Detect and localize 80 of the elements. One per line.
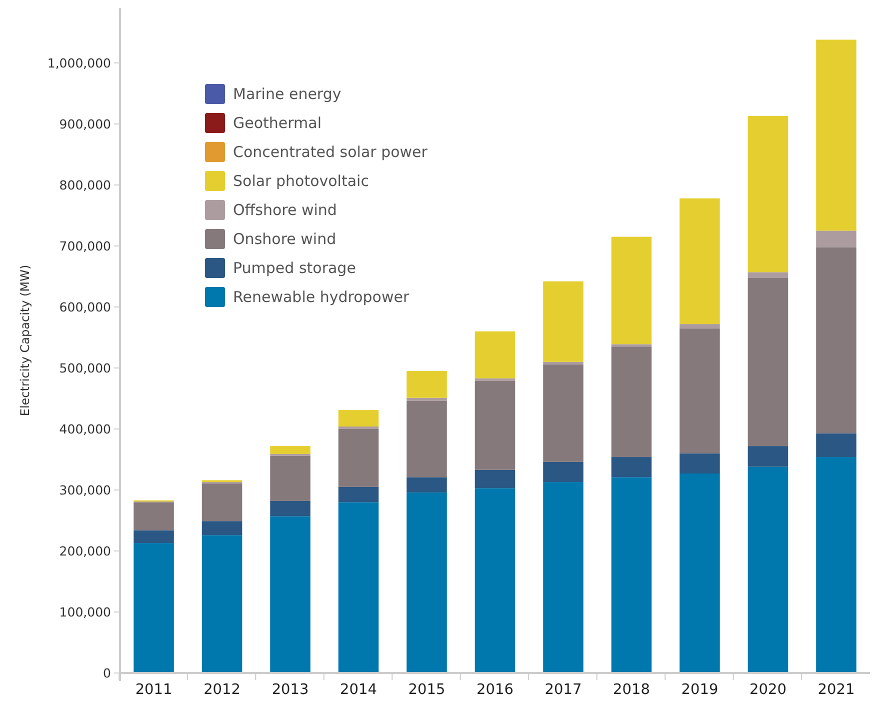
bar (611, 346, 652, 458)
bar (816, 40, 856, 231)
bar (406, 400, 447, 478)
bar (680, 474, 720, 673)
bar (406, 371, 447, 398)
y-tick-label: 700,000 (59, 238, 112, 254)
x-tick-label: 2017 (544, 682, 582, 698)
legend-label: Concentrated solar power (233, 143, 428, 161)
bar (134, 543, 174, 673)
x-tick-label: 2021 (818, 682, 855, 698)
bar (611, 477, 652, 673)
legend-label: Pumped storage (233, 259, 356, 277)
y-tick-label: 300,000 (59, 482, 112, 498)
bar (543, 482, 584, 673)
bar (543, 362, 584, 364)
x-tick-label: 2019 (681, 682, 718, 698)
bar (680, 453, 720, 474)
bar (270, 500, 310, 516)
bar (474, 380, 516, 470)
bar (543, 462, 584, 482)
x-tick-label: 2014 (340, 682, 377, 698)
bar (406, 477, 447, 492)
bar (202, 521, 242, 536)
x-tick-label: 2011 (135, 682, 172, 698)
x-tick-label: 2018 (613, 682, 650, 698)
bar (816, 457, 856, 673)
y-tick-label: 600,000 (59, 299, 112, 314)
y-tick-label: 500,000 (59, 360, 112, 376)
legend-label: Onshore wind (233, 230, 336, 248)
bar (611, 344, 652, 347)
bar (270, 456, 310, 501)
x-tick-label: 2012 (204, 682, 240, 698)
bar (680, 324, 720, 328)
bar (543, 364, 584, 462)
bar (611, 457, 652, 478)
bar (680, 328, 720, 454)
legend-label: Offshore wind (233, 201, 337, 219)
bar (748, 278, 788, 446)
bar (816, 433, 856, 458)
x-tick-label: 2016 (476, 682, 514, 698)
bar (270, 516, 310, 673)
bar (474, 331, 516, 378)
bar (338, 502, 379, 673)
bar (680, 198, 720, 324)
x-tick-label: 2013 (272, 682, 309, 698)
bar (748, 116, 788, 272)
legend-label: Geothermal (233, 114, 322, 132)
bar (338, 410, 379, 427)
bar (748, 272, 788, 278)
bar (748, 446, 788, 467)
bar (474, 488, 516, 673)
y-tick-label: 0 (103, 665, 112, 680)
bar (816, 247, 856, 434)
bar (748, 466, 788, 673)
y-tick-label: 100,000 (59, 604, 112, 620)
y-tick-label: 1,000,000 (47, 55, 112, 70)
bar (134, 502, 174, 530)
bar (611, 236, 652, 344)
y-tick-label: 800,000 (59, 177, 112, 192)
y-tick-label: 200,000 (59, 543, 112, 558)
bar (406, 492, 447, 673)
x-tick-label: 2015 (408, 682, 446, 698)
bar (816, 230, 856, 248)
bar (270, 446, 310, 454)
legend-label: Renewable hydropower (233, 288, 410, 306)
legend-label: Solar photovoltaic (233, 172, 369, 190)
bar (406, 398, 447, 401)
bar (474, 378, 516, 381)
y-axis-title: Electricity Capacity (MW) (18, 264, 32, 416)
bar (338, 428, 379, 487)
y-tick-label: 900,000 (59, 116, 112, 132)
bar (543, 281, 584, 362)
y-tick-label: 400,000 (59, 421, 112, 436)
x-tick-label: 2020 (750, 682, 786, 698)
bar (338, 486, 379, 502)
bar (474, 470, 516, 488)
bar (202, 535, 242, 673)
legend-label: Marine energy (233, 85, 342, 103)
bar (134, 530, 174, 544)
bar (202, 483, 242, 522)
